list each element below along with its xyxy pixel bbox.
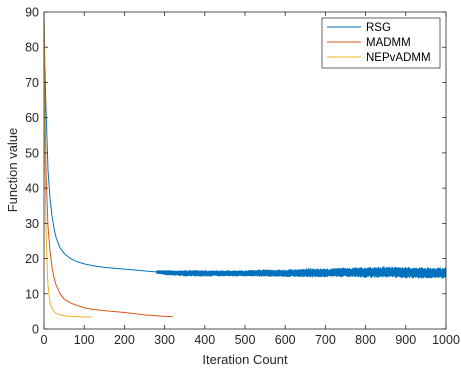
x-tick-label: 100: [74, 333, 95, 347]
y-axis-title: Function value: [5, 128, 20, 213]
legend: RSG MADMM NEPvADMM: [321, 17, 441, 69]
y-tick-label: 20: [25, 252, 39, 266]
y-tick-label: 50: [25, 146, 39, 160]
x-tick-label: 300: [154, 333, 175, 347]
x-tick-label: 400: [194, 333, 215, 347]
x-tick-label: 0: [41, 333, 48, 347]
series-line-rsg: [43, 15, 447, 279]
x-axis: 0 100 200 300 400 500 600 700 800 900 1000: [41, 12, 460, 347]
x-tick-label: 1000: [432, 333, 460, 347]
y-tick-label: 60: [25, 111, 39, 125]
legend-label-madmm: MADMM: [366, 37, 411, 49]
y-axis: 0 10 20 30 40 50 60 70 80 90: [25, 6, 446, 337]
x-tick-label: 600: [275, 333, 296, 347]
x-tick-label: 200: [114, 333, 135, 347]
x-tick-label: 900: [395, 333, 416, 347]
legend-box: [321, 17, 441, 69]
y-tick-label: 70: [25, 76, 39, 90]
x-tick-label: 800: [355, 333, 376, 347]
y-tick-label: 0: [32, 323, 39, 337]
legend-label-rsg: RSG: [366, 22, 391, 34]
legend-label-nepvadmm: NEPvADMM: [366, 52, 431, 64]
x-tick-label: 500: [235, 333, 256, 347]
y-tick-label: 90: [25, 6, 39, 20]
x-tick-label: 700: [315, 333, 336, 347]
y-tick-label: 30: [25, 217, 39, 231]
series-line-nepvadmm: [43, 15, 93, 318]
x-axis-title: Iteration Count: [202, 352, 288, 367]
y-tick-label: 80: [25, 41, 39, 55]
y-tick-label: 40: [25, 182, 39, 196]
y-tick-label: 10: [25, 287, 39, 301]
series-layer: [43, 15, 447, 318]
series-line-madmm: [43, 15, 173, 318]
